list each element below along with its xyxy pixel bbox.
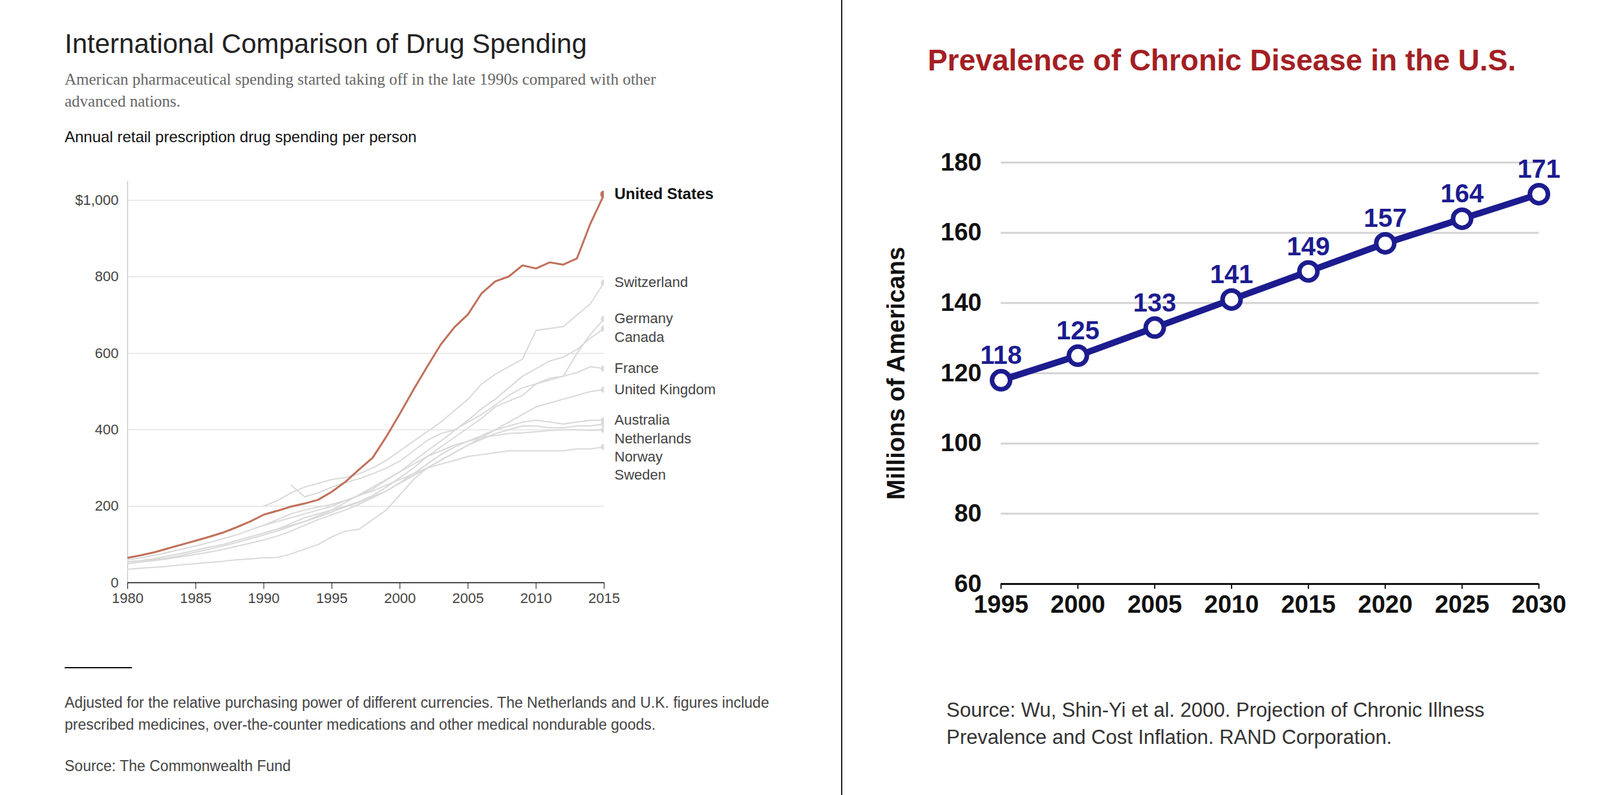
svg-text:2015: 2015 [1281, 590, 1337, 619]
svg-text:200: 200 [95, 497, 119, 514]
svg-text:80: 80 [954, 499, 982, 527]
svg-text:133: 133 [1133, 288, 1177, 317]
html-text:Annual retail prescription dru: Annual retail prescription drug spending… [64, 128, 417, 146]
svg-text:2005: 2005 [1127, 590, 1183, 619]
svg-text:0: 0 [110, 574, 119, 591]
svg-text:Netherlands: Netherlands [614, 430, 692, 447]
svg-text:2010: 2010 [1204, 590, 1260, 619]
svg-text:140: 140 [940, 288, 982, 317]
svg-text:141: 141 [1210, 259, 1254, 289]
svg-text:2030: 2030 [1511, 590, 1567, 619]
svg-text:120: 120 [940, 359, 982, 387]
svg-text:2005: 2005 [451, 590, 484, 607]
svg-text:100: 100 [940, 429, 982, 457]
svg-text:1995: 1995 [316, 590, 348, 607]
svg-text:600: 600 [95, 345, 119, 362]
svg-text:2025: 2025 [1434, 590, 1490, 619]
svg-text:$1,000: $1,000 [74, 192, 119, 209]
svg-text:157: 157 [1363, 203, 1407, 233]
svg-text:2010: 2010 [520, 590, 553, 607]
svg-text:Switzerland: Switzerland [614, 274, 689, 291]
svg-text:1985: 1985 [179, 590, 212, 607]
svg-text:180: 180 [940, 148, 982, 176]
svg-text:United States: United States [614, 184, 714, 203]
html-text:Source: The Commonwealth Fund: Source: The Commonwealth Fund [64, 757, 291, 775]
svg-text:800: 800 [95, 268, 119, 285]
html-text:American pharmaceutical spendi: American pharmaceutical spending started… [64, 70, 656, 110]
svg-text:160: 160 [940, 218, 982, 246]
svg-text:Canada: Canada [614, 329, 666, 346]
html-text:Adjusted for the relative purc: Adjusted for the relative purchasing pow… [64, 694, 770, 734]
svg-text:Australia: Australia [614, 411, 671, 428]
svg-text:1990: 1990 [248, 590, 280, 607]
svg-text:2015: 2015 [588, 590, 620, 607]
svg-text:Germany: Germany [614, 310, 673, 327]
svg-text:400: 400 [95, 421, 119, 438]
svg-text:1980: 1980 [111, 590, 144, 607]
svg-text:118: 118 [980, 340, 1023, 370]
svg-text:2000: 2000 [1050, 590, 1106, 619]
svg-text:France: France [614, 360, 659, 377]
svg-text:1995: 1995 [973, 590, 1029, 619]
svg-text:2000: 2000 [384, 590, 416, 607]
svg-text:Norway: Norway [614, 448, 664, 465]
svg-text:2020: 2020 [1358, 590, 1414, 619]
html-text:International Comparison of Dr: International Comparison of Drug Spendin… [64, 28, 587, 59]
svg-text:Millions of Americans: Millions of Americans [882, 246, 910, 500]
svg-text:149: 149 [1287, 232, 1331, 261]
html-text:Prevalence of Chronic Disease: Prevalence of Chronic Disease in the U.S… [927, 43, 1516, 77]
svg-text:60: 60 [954, 570, 982, 598]
svg-text:171: 171 [1517, 154, 1561, 183]
html-text:Source: Wu, Shin-Yi et al. 200: Source: Wu, Shin-Yi et al. 2000. Project… [946, 698, 1485, 749]
svg-text:164: 164 [1440, 179, 1484, 208]
svg-text:Sweden: Sweden [614, 466, 667, 483]
svg-text:125: 125 [1056, 316, 1100, 345]
svg-text:United Kingdom: United Kingdom [614, 381, 717, 398]
